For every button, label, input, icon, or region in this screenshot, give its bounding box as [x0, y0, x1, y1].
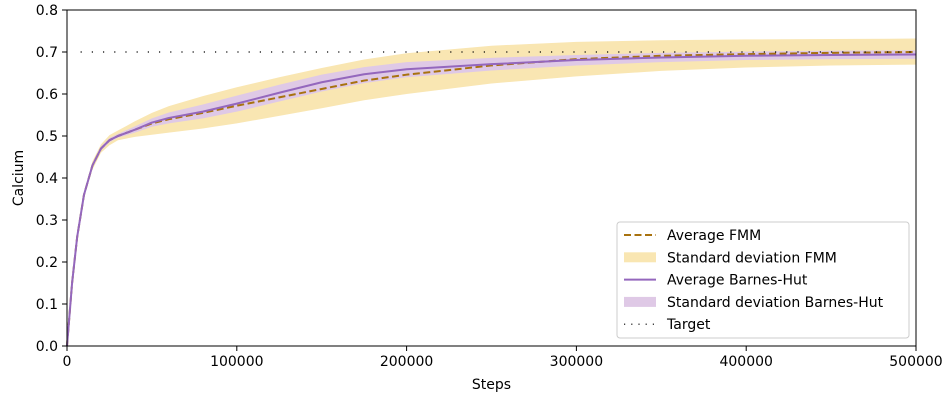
y-tick-label: 0.4	[36, 171, 58, 187]
plot-area	[66, 38, 917, 347]
band-standard-deviation-fmm	[67, 38, 916, 347]
legend-standard-deviation-fmm-label: Standard deviation FMM	[667, 250, 837, 266]
y-axis-label: Calcium	[11, 150, 27, 206]
x-ticks: 0 100000 200000 300000 400000 500000	[63, 346, 943, 370]
y-tick-label: 0.0	[36, 339, 58, 355]
line-average-barnes-hut	[66, 53, 917, 347]
y-tick-label: 0.3	[36, 213, 58, 229]
legend-average-barnes-hut-label: Average Barnes-Hut	[667, 273, 808, 289]
legend-target-label: Target	[666, 317, 711, 333]
legend-standard-deviation-barnes-hut-label: Standard deviation Barnes-Hut	[667, 295, 884, 311]
y-tick-label: 0.7	[36, 45, 58, 61]
x-tick-label: 300000	[550, 354, 603, 370]
x-tick-label: 400000	[719, 354, 772, 370]
y-tick-label: 0.2	[36, 255, 58, 271]
y-tick-label: 0.8	[36, 3, 58, 19]
legend-standard-deviation-barnes-hut-swatch	[624, 296, 656, 307]
y-ticks: 0.0 0.1 0.2 0.3 0.4 0.5 0.6 0.7 0.8	[36, 3, 67, 355]
y-tick-label: 0.5	[36, 129, 58, 145]
x-tick-label: 100000	[210, 354, 263, 370]
x-axis-label: Steps	[472, 377, 511, 393]
legend-average-fmm-label: Average FMM	[667, 228, 761, 244]
y-tick-label: 0.1	[36, 297, 58, 313]
x-tick-label: 0	[63, 354, 72, 370]
legend: Average FMM Standard deviation FMM Average…	[616, 221, 910, 339]
x-tick-label: 200000	[380, 354, 433, 370]
x-tick-label: 500000	[889, 354, 942, 370]
axes: 0 100000 200000 300000 400000 500000 0.00.10.…	[11, 3, 943, 393]
legend-standard-deviation-fmm-swatch	[624, 252, 656, 263]
y-tick-label: 0.6	[36, 87, 58, 103]
legend-frame	[616, 221, 910, 339]
legend-items: Average FMM Standard deviation FMM Average…	[624, 228, 884, 333]
